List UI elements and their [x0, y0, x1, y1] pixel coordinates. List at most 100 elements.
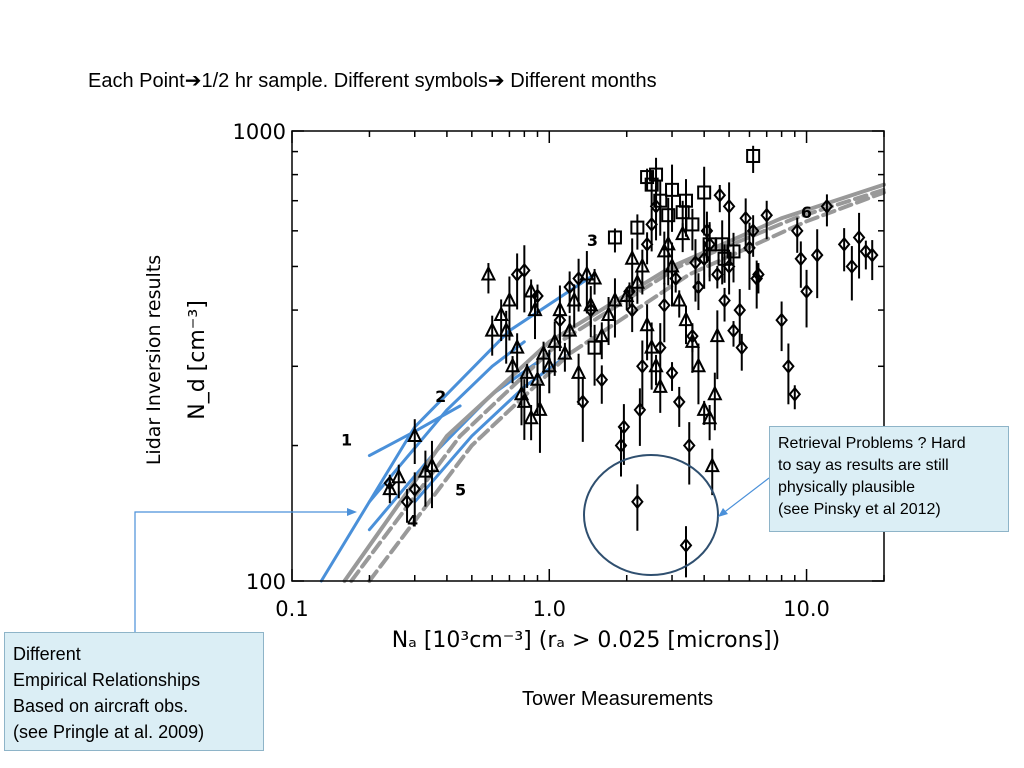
arrow-right-icon: ➔ [487, 70, 505, 92]
triangle-point [586, 269, 603, 285]
triangle-point [594, 326, 610, 343]
y-tick-label: 1000 [233, 120, 286, 144]
diamond-point [617, 419, 631, 435]
callout-right-line-2: to say as results are still [778, 457, 949, 474]
square-point [715, 237, 730, 252]
diamond-point [531, 288, 544, 304]
diamond-point [713, 187, 727, 203]
curve-label-4: 4 [407, 512, 418, 531]
diamond-point [837, 236, 851, 252]
diamond-point [711, 266, 724, 283]
diamond-point [645, 216, 658, 232]
square-point [653, 193, 668, 208]
diamond-point [718, 292, 731, 309]
y-axis-label-outer: Lidar Inversion results [143, 255, 165, 465]
diamond-point [790, 223, 804, 239]
x-tick-label: 1.0 [533, 597, 566, 621]
callout-right-line-1: Retrieval Problems ? Hard [778, 435, 966, 452]
title-part-2: 1/2 hr sample. Different symbols [201, 70, 488, 92]
triangle-point [624, 249, 640, 265]
triangle-point [639, 316, 655, 332]
triangle-point [644, 338, 660, 354]
triangle-point [566, 291, 582, 307]
triangle-point [652, 377, 668, 393]
triangle-point [696, 400, 712, 416]
triangle-point [504, 357, 521, 373]
plot-frame [291, 130, 885, 582]
relationship-curve-4 [367, 352, 551, 532]
square-point [697, 185, 712, 200]
triangle-point [702, 408, 718, 425]
triangle-point [424, 456, 440, 473]
triangle-point [407, 426, 423, 443]
triangle-point [690, 357, 707, 373]
callout-empirical-relationships: Different Empirical Relationships Based … [4, 632, 264, 751]
x-tick-label: 10.0 [783, 597, 830, 621]
triangle-point [704, 456, 720, 473]
triangle-point [535, 344, 552, 360]
diamond-point [518, 262, 531, 278]
diamond-point [572, 270, 585, 287]
diamond-point [383, 475, 397, 491]
axis-ticks: 0.1 1.0 10.0 100 1000 [233, 120, 885, 621]
callout-left-line-2: Empirical Relationships [13, 670, 201, 690]
square-point [640, 170, 655, 185]
triangle-point [607, 291, 623, 307]
diamond-point [669, 270, 682, 287]
diamond-point [752, 266, 765, 283]
diamond-point [658, 297, 671, 313]
square-point [607, 230, 622, 245]
curve-labels: 1 2 3 4 5 6 [341, 203, 812, 531]
square-point [644, 177, 659, 192]
diamond-point [640, 236, 654, 252]
diamond-point [665, 365, 679, 381]
diamond-point [735, 340, 749, 356]
curve-label-6: 6 [801, 203, 812, 222]
triangle-point [480, 265, 497, 281]
triangle-point [634, 257, 650, 273]
diamond-point [595, 372, 609, 388]
diamond-point [859, 243, 873, 259]
triangle-point [709, 326, 725, 343]
diamond-point [576, 394, 590, 410]
triangle-point [660, 235, 676, 251]
tower-measurements-label: Tower Measurements [522, 688, 714, 710]
title-part-1: Each Point [88, 70, 185, 92]
title-part-3: Different months [504, 70, 657, 92]
triangle-point [547, 332, 563, 348]
diamond-point [689, 255, 702, 271]
square-point [661, 208, 676, 223]
triangle-point [600, 305, 617, 322]
diamond-point [750, 270, 763, 287]
triangle-point [562, 321, 578, 337]
curve-label-5: 5 [455, 480, 466, 499]
diamond-point [623, 283, 636, 300]
curve-label-2: 2 [435, 387, 446, 406]
callout-left-line-3: Based on aircraft obs. [13, 696, 189, 716]
diamond-point [408, 481, 422, 497]
triangle-point [570, 363, 587, 379]
curve-label-3: 3 [587, 231, 598, 250]
triangle-point [391, 468, 407, 484]
diamond-point [845, 258, 859, 275]
square-point [717, 251, 732, 266]
left-connector-arrowhead [347, 508, 357, 516]
x-axis-label: Nₐ [10³cm⁻³] (rₐ > 0.025 [microns]) [392, 628, 780, 653]
square-point [746, 148, 761, 163]
diamond-point [820, 198, 834, 214]
diamond-point [625, 302, 639, 318]
triangle-point [579, 265, 595, 281]
diamond-point [782, 358, 795, 374]
triangle-point [629, 273, 645, 289]
triangle-point [516, 392, 532, 408]
diamond-point [553, 312, 567, 328]
square-point [679, 193, 694, 208]
right-connector-arrowhead [718, 508, 728, 517]
triangle-point [529, 370, 546, 386]
diamond-point [672, 394, 686, 410]
triangle-point [519, 363, 535, 379]
diamond-point [727, 323, 740, 339]
triangle-point [523, 282, 539, 298]
diamond-point [686, 328, 699, 344]
x-tick-label: 0.1 [275, 597, 308, 621]
